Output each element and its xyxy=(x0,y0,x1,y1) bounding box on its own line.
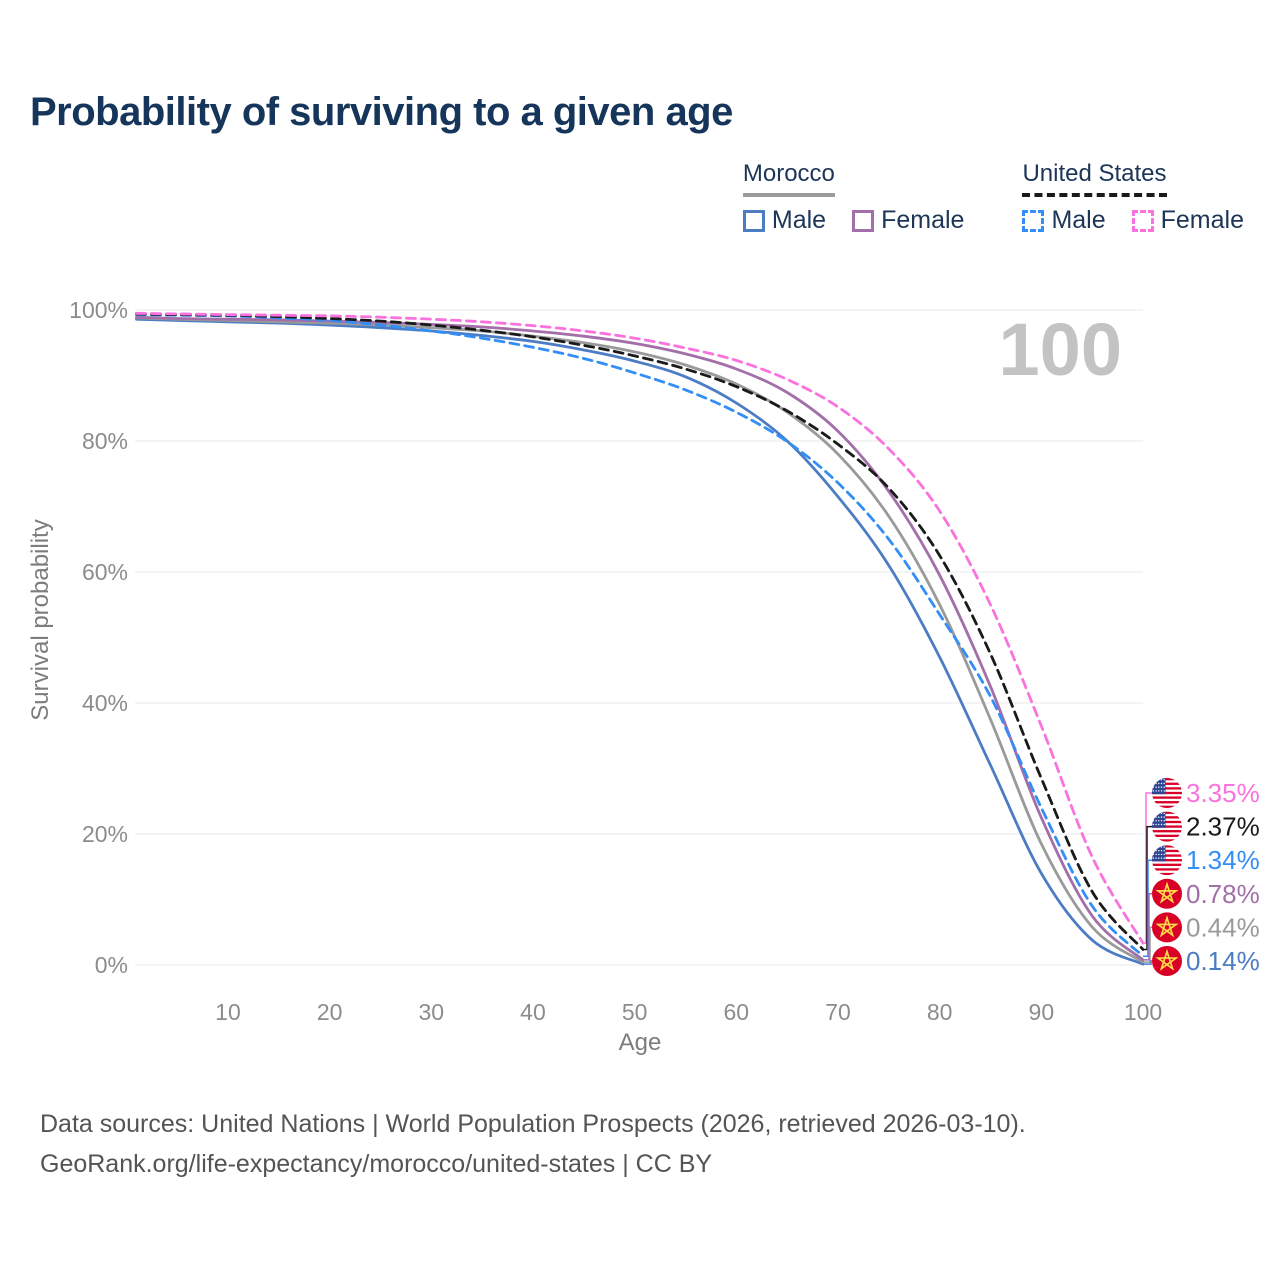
page-title: Probability of surviving to a given age xyxy=(30,90,733,134)
end-label-leader-united-states-male xyxy=(1143,859,1152,957)
end-label-morocco-both-sexes: 0.44% xyxy=(1186,912,1260,942)
end-label-leader-morocco-both-sexes xyxy=(1143,926,1152,963)
end-label-morocco-female: 0.78% xyxy=(1186,879,1260,909)
legend-item-united-states-male[interactable]: Male xyxy=(1022,206,1106,235)
end-label-united-states-both-sexes: 2.37% xyxy=(1186,812,1260,842)
x-axis-label: Age xyxy=(619,1029,662,1056)
series-line-united-states-both-sexes[interactable] xyxy=(135,312,1145,951)
legend-group-label-united-states[interactable]: United States xyxy=(1022,160,1167,197)
x-tick-label: 60 xyxy=(724,999,750,1025)
x-tick-label: 40 xyxy=(520,999,546,1025)
morocco-flag-icon xyxy=(1152,878,1182,909)
end-label-united-states-female: 3.35% xyxy=(1186,778,1260,808)
legend-group-morocco: Morocco Male Female xyxy=(742,160,964,235)
legend-item-united-states-female[interactable]: Female xyxy=(1131,206,1244,235)
end-label-leader-united-states-female xyxy=(1143,792,1152,944)
footer: Data sources: United Nations | World Pop… xyxy=(40,1104,1026,1184)
x-tick-label: 10 xyxy=(215,999,241,1025)
series-line-morocco-female[interactable] xyxy=(135,315,1145,962)
x-tick-label: 70 xyxy=(825,999,851,1025)
morocco-flag-icon xyxy=(1152,912,1182,943)
end-label-morocco-male: 0.14% xyxy=(1186,946,1260,976)
y-tick-label: 60% xyxy=(82,559,128,585)
legend-item-morocco-male[interactable]: Male xyxy=(742,206,827,235)
x-tick-label: 50 xyxy=(622,999,648,1025)
series-line-morocco-male[interactable] xyxy=(135,317,1145,966)
legend-swatch-icon xyxy=(742,209,765,232)
end-label-leader-morocco-female xyxy=(1143,893,1152,961)
legend-swatch-icon xyxy=(1131,209,1154,232)
y-tick-label: 100% xyxy=(69,297,128,323)
us-flag-icon xyxy=(1152,778,1182,808)
x-tick-label: 30 xyxy=(419,999,445,1025)
y-tick-label: 20% xyxy=(82,821,128,847)
y-tick-label: 0% xyxy=(95,952,128,978)
end-label-united-states-male: 1.34% xyxy=(1186,845,1260,875)
legend-item-morocco-female[interactable]: Female xyxy=(852,206,964,235)
x-tick-label: 20 xyxy=(317,999,343,1025)
y-tick-label: 80% xyxy=(82,428,128,454)
watermark-age-100: 100 xyxy=(999,308,1122,391)
legend: Morocco Male Female United States Male Female xyxy=(742,160,1244,235)
morocco-flag-icon xyxy=(1152,946,1182,976)
legend-item-label: Female xyxy=(1160,206,1244,234)
x-tick-label: 100 xyxy=(1124,999,1162,1025)
legend-swatch-icon xyxy=(852,209,875,232)
series-line-united-states-female[interactable] xyxy=(135,311,1145,945)
legend-group-united-states: United States Male Female xyxy=(1022,160,1244,235)
legend-items-united-states: Male Female xyxy=(1022,206,1244,235)
legend-item-label: Male xyxy=(771,206,827,234)
series-line-morocco-both-sexes[interactable] xyxy=(135,316,1145,964)
x-tick-label: 90 xyxy=(1029,999,1055,1025)
end-label-leader-morocco-male xyxy=(1143,960,1152,965)
y-axis-label: Survival probability xyxy=(27,519,54,720)
x-tick-label: 80 xyxy=(927,999,953,1025)
legend-group-label-morocco[interactable]: Morocco xyxy=(742,160,835,197)
legend-item-label: Female xyxy=(881,206,965,234)
us-flag-icon xyxy=(1152,811,1182,842)
legend-item-label: Male xyxy=(1051,206,1106,234)
y-tick-label: 40% xyxy=(82,690,128,716)
footer-data-sources: Data sources: United Nations | World Pop… xyxy=(40,1110,1026,1138)
us-flag-icon xyxy=(1152,845,1182,876)
footer-attribution: GeoRank.org/life-expectancy/morocco/unit… xyxy=(40,1150,713,1178)
legend-items-morocco: Male Female xyxy=(742,206,964,235)
end-label-leader-united-states-both-sexes xyxy=(1143,825,1152,951)
legend-swatch-icon xyxy=(1022,209,1045,232)
series-line-united-states-male[interactable] xyxy=(135,313,1145,958)
